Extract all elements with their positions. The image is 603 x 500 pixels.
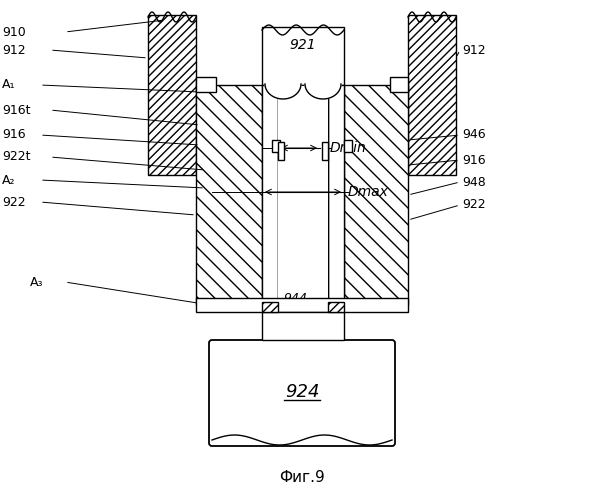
FancyBboxPatch shape <box>209 340 395 446</box>
Text: 921: 921 <box>289 38 317 52</box>
Text: A₃: A₃ <box>30 276 43 288</box>
Text: 922: 922 <box>462 198 485 211</box>
Bar <box>262 85 278 305</box>
Polygon shape <box>265 84 301 99</box>
Text: 922: 922 <box>2 196 25 208</box>
Text: 944: 944 <box>283 292 307 304</box>
Text: 912: 912 <box>462 44 485 57</box>
Text: 916t: 916t <box>2 104 31 117</box>
Bar <box>196 298 408 312</box>
Bar <box>196 77 216 92</box>
Bar <box>390 77 408 92</box>
Text: 923: 923 <box>283 302 307 314</box>
Bar <box>344 140 352 152</box>
Text: 912: 912 <box>2 44 25 57</box>
Bar <box>328 302 344 312</box>
Bar <box>344 85 408 305</box>
Text: 948: 948 <box>462 176 486 188</box>
Bar <box>278 142 284 160</box>
Text: Фиг.9: Фиг.9 <box>279 470 325 486</box>
Bar <box>408 15 456 175</box>
Text: 946: 946 <box>462 128 485 141</box>
Bar <box>262 302 278 312</box>
Text: 916: 916 <box>2 128 25 141</box>
Bar <box>328 85 344 305</box>
Bar <box>278 85 328 305</box>
Text: Dmin: Dmin <box>330 141 367 155</box>
Bar <box>196 85 262 305</box>
Bar <box>322 142 328 160</box>
Bar <box>278 86 328 304</box>
Polygon shape <box>305 84 341 99</box>
Text: A₂: A₂ <box>2 174 16 186</box>
Text: 916: 916 <box>462 154 485 166</box>
Text: 910: 910 <box>2 26 26 38</box>
Text: 924: 924 <box>285 383 319 401</box>
Text: Dmax: Dmax <box>348 185 389 199</box>
Bar <box>262 312 344 340</box>
Text: A₁: A₁ <box>2 78 16 92</box>
Text: 922t: 922t <box>2 150 31 164</box>
Bar <box>272 140 280 152</box>
Bar <box>262 27 344 85</box>
Bar <box>148 15 196 175</box>
